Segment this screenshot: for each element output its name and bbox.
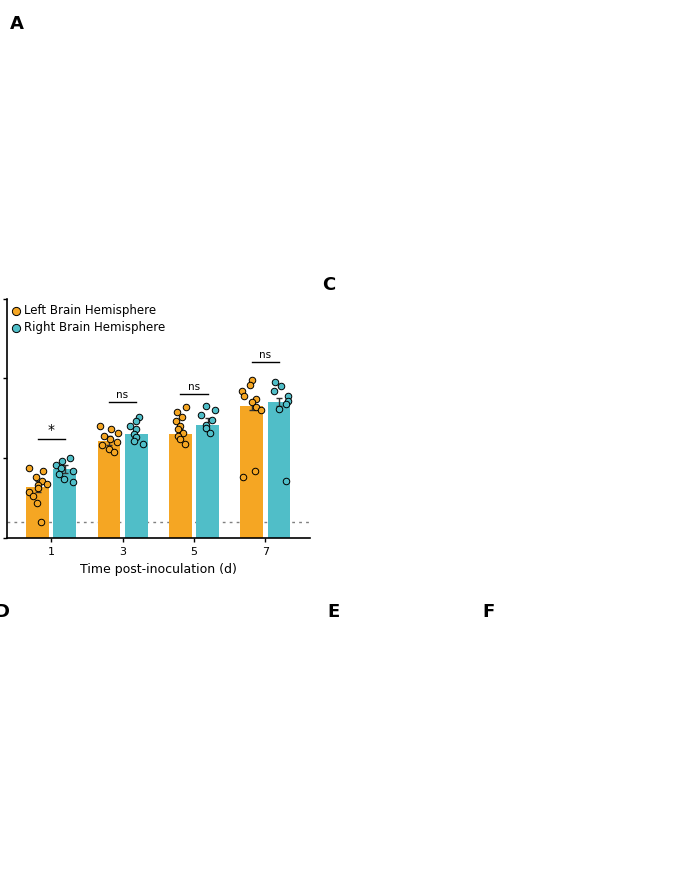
Point bbox=[177, 409, 188, 424]
Point bbox=[200, 399, 211, 413]
Point bbox=[172, 422, 183, 436]
Point bbox=[32, 478, 43, 493]
Point bbox=[57, 454, 68, 468]
Point bbox=[210, 403, 221, 417]
Point bbox=[104, 442, 115, 456]
Text: D: D bbox=[0, 603, 9, 621]
Point bbox=[280, 397, 291, 411]
Point bbox=[32, 481, 43, 495]
Point bbox=[250, 400, 261, 414]
Point bbox=[200, 417, 211, 432]
Point bbox=[204, 426, 215, 440]
Point bbox=[128, 434, 139, 448]
Point bbox=[58, 472, 69, 486]
Point bbox=[276, 379, 286, 393]
Legend: Left Brain Hemisphere, Right Brain Hemisphere: Left Brain Hemisphere, Right Brain Hemis… bbox=[13, 305, 166, 334]
Point bbox=[104, 432, 115, 446]
Point bbox=[250, 392, 261, 406]
Point bbox=[128, 427, 139, 442]
Point bbox=[180, 400, 191, 414]
Point bbox=[41, 477, 52, 491]
Point bbox=[31, 470, 42, 485]
Point bbox=[106, 422, 116, 436]
Point bbox=[137, 436, 148, 451]
Point bbox=[53, 467, 64, 481]
Point bbox=[97, 438, 108, 452]
Bar bbox=[26, 487, 49, 538]
Point bbox=[273, 401, 284, 416]
Point bbox=[173, 429, 183, 443]
Point bbox=[134, 409, 145, 424]
Point bbox=[98, 429, 109, 443]
Point bbox=[269, 384, 280, 399]
Text: A: A bbox=[10, 15, 24, 33]
Point bbox=[250, 464, 261, 478]
Point bbox=[178, 426, 189, 440]
Point bbox=[282, 389, 293, 403]
Bar bbox=[240, 406, 263, 538]
Point bbox=[24, 485, 35, 499]
Point bbox=[247, 395, 258, 409]
Point bbox=[201, 421, 212, 435]
Point bbox=[131, 422, 141, 436]
Text: ns: ns bbox=[188, 383, 200, 392]
Point bbox=[196, 408, 207, 422]
Point bbox=[247, 373, 258, 387]
Point bbox=[108, 444, 119, 459]
Text: *: * bbox=[47, 423, 55, 437]
Bar bbox=[53, 469, 76, 538]
Point bbox=[51, 458, 62, 472]
Point bbox=[28, 489, 39, 503]
Point bbox=[67, 464, 78, 478]
Point bbox=[239, 389, 250, 403]
Point bbox=[171, 414, 181, 428]
Point bbox=[35, 515, 46, 529]
Point bbox=[245, 377, 256, 392]
Point bbox=[130, 430, 141, 444]
Point bbox=[94, 419, 105, 434]
Point bbox=[237, 384, 248, 399]
Point bbox=[270, 375, 281, 389]
Point bbox=[130, 414, 141, 428]
Point bbox=[238, 470, 248, 485]
Point bbox=[174, 432, 185, 446]
Bar bbox=[125, 434, 148, 538]
Point bbox=[55, 460, 66, 475]
Point bbox=[112, 426, 123, 440]
Text: C: C bbox=[322, 275, 335, 294]
Bar bbox=[196, 425, 219, 538]
Text: E: E bbox=[327, 603, 339, 621]
Text: ns: ns bbox=[116, 391, 129, 401]
Point bbox=[125, 419, 136, 434]
Point bbox=[282, 393, 293, 408]
Point bbox=[32, 495, 43, 510]
Point bbox=[179, 436, 190, 451]
Point bbox=[206, 413, 217, 427]
Text: ns: ns bbox=[259, 350, 271, 360]
Point bbox=[37, 464, 48, 478]
Point bbox=[171, 405, 182, 419]
Point bbox=[174, 419, 185, 434]
Bar bbox=[267, 402, 290, 538]
Point bbox=[255, 403, 266, 417]
Point bbox=[65, 451, 76, 465]
X-axis label: Time post-inoculation (d): Time post-inoculation (d) bbox=[80, 562, 237, 576]
Point bbox=[24, 460, 35, 475]
Bar bbox=[169, 434, 192, 538]
Bar bbox=[97, 441, 121, 538]
Point bbox=[280, 473, 291, 487]
Text: F: F bbox=[483, 603, 495, 621]
Point bbox=[112, 435, 123, 450]
Point bbox=[37, 473, 47, 487]
Point bbox=[68, 475, 79, 489]
